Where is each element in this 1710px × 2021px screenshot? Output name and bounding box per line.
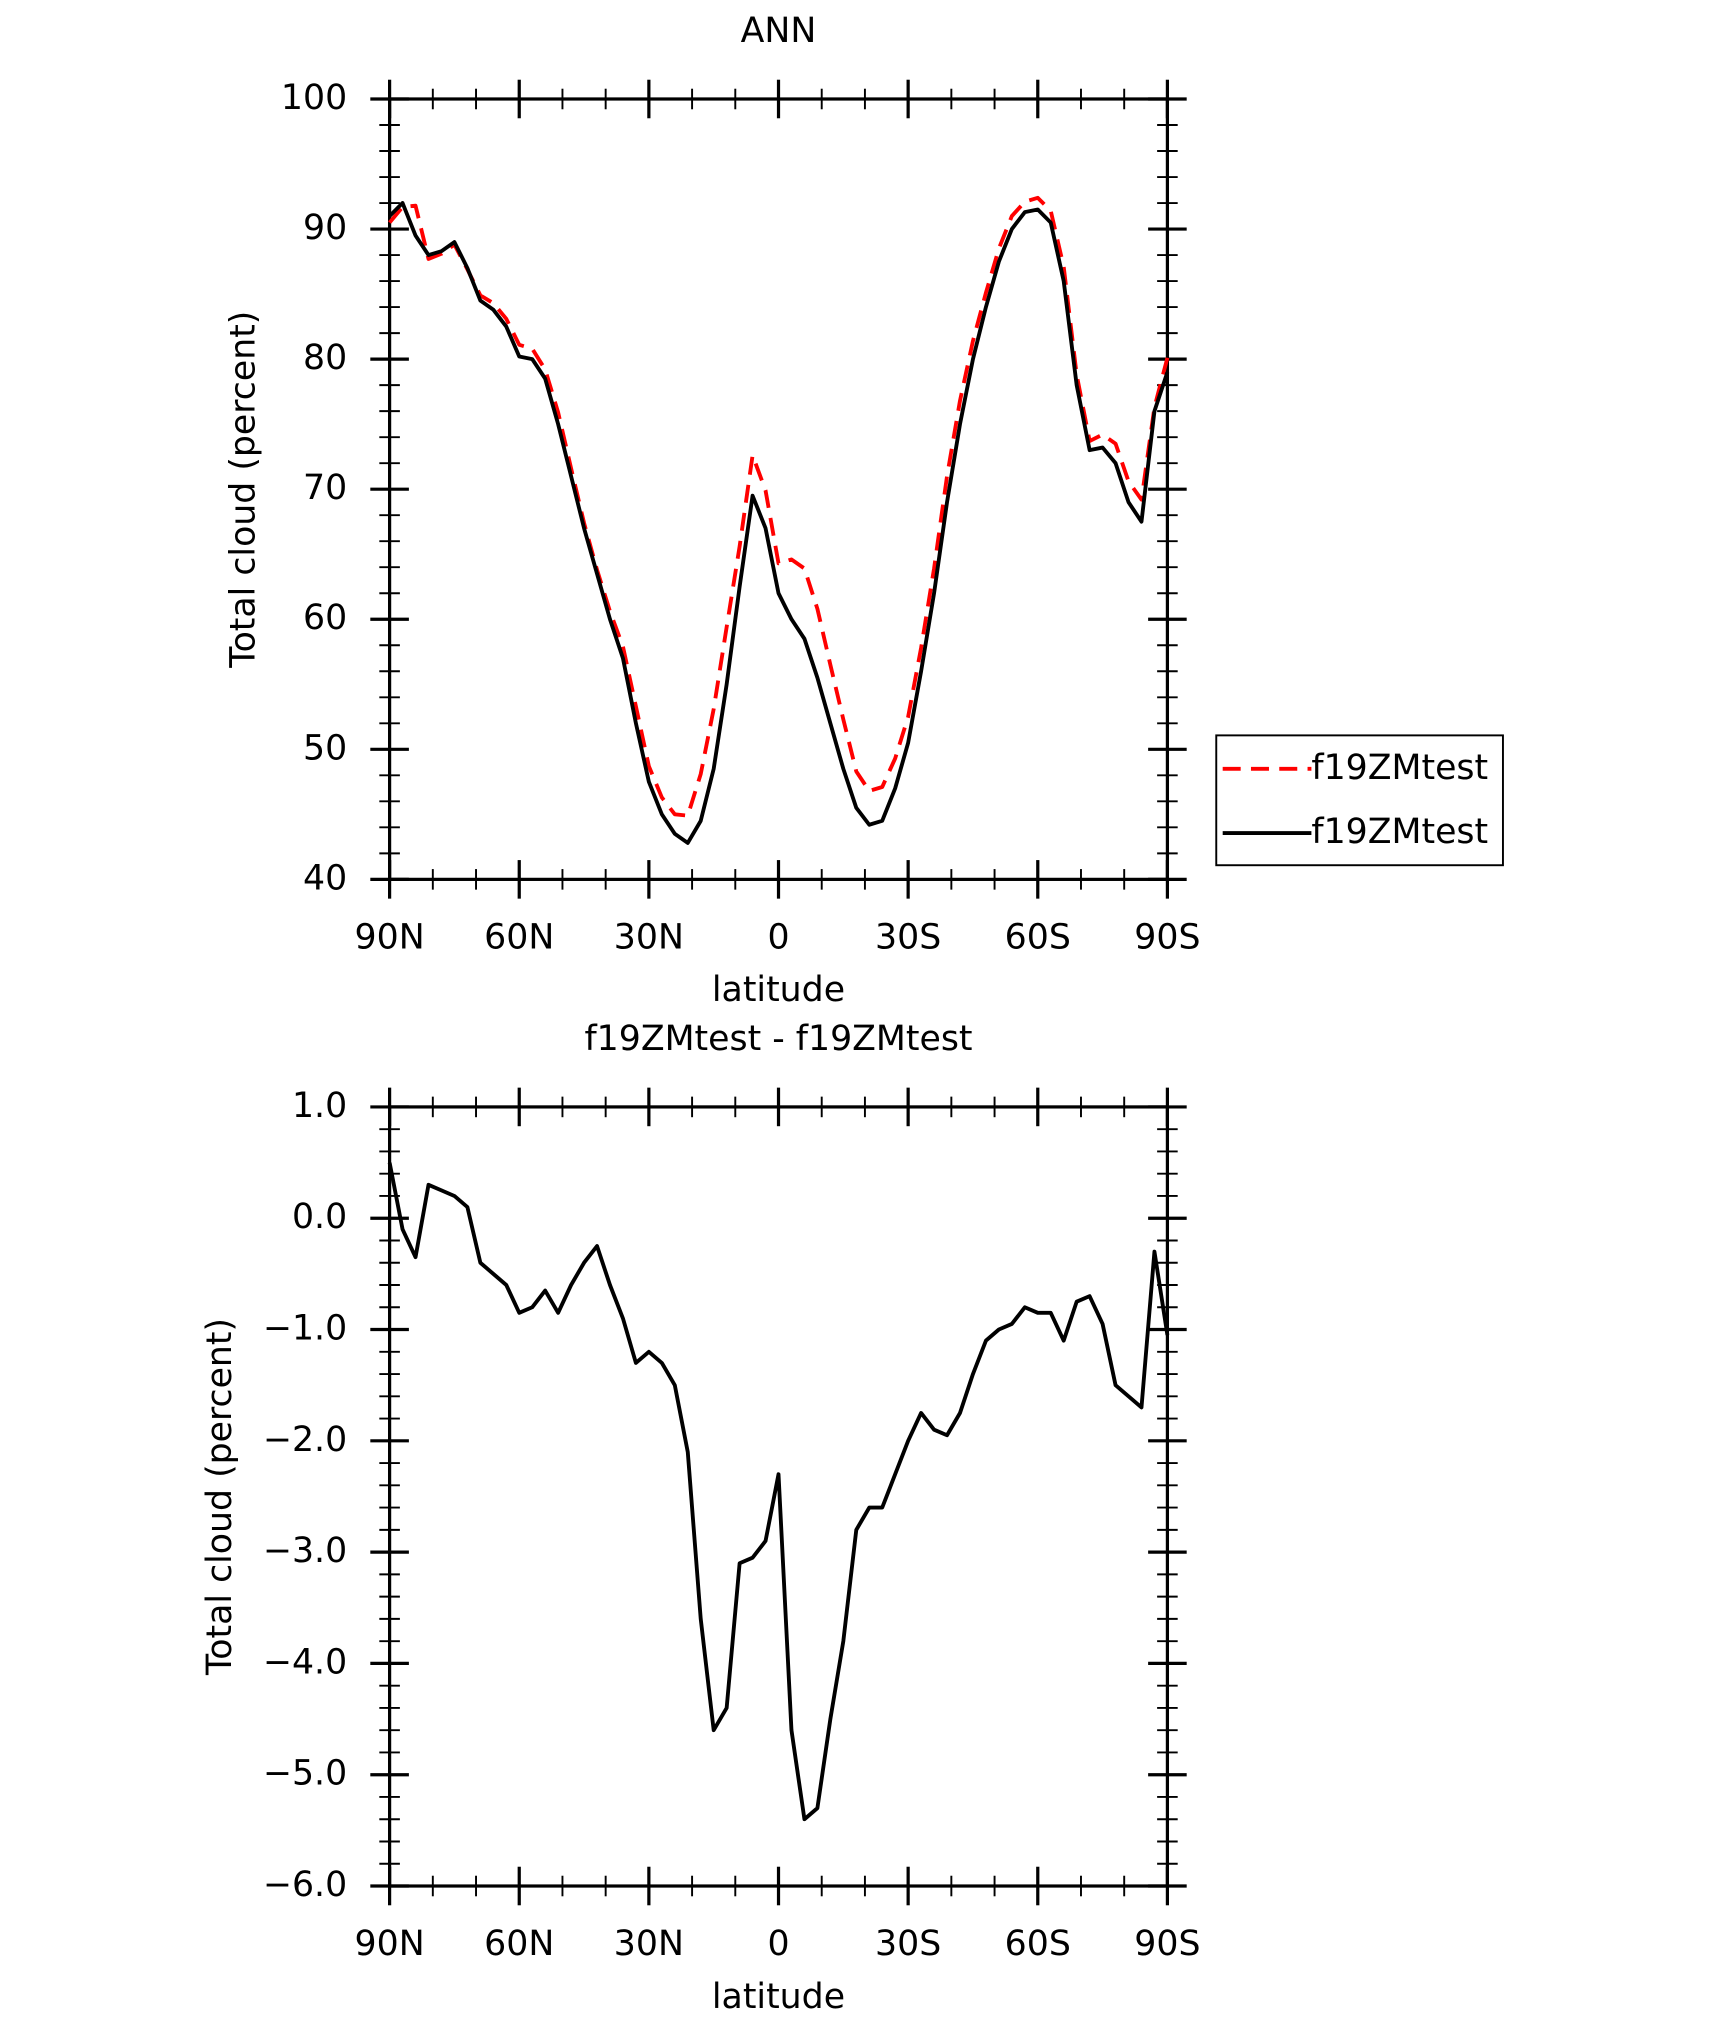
data-line <box>387 1162 1170 1822</box>
x-tick-label: 30S <box>875 918 941 958</box>
x-tick-label: 60S <box>1005 1924 1071 1964</box>
y-tick-label: −2.0 <box>263 1420 347 1460</box>
y-tick-label: 70 <box>303 468 347 508</box>
x-tick-label: 0 <box>767 918 789 958</box>
x-axis-label: latitude <box>712 970 845 1010</box>
y-tick-label: 90 <box>303 208 347 248</box>
legend-box <box>1215 734 1504 867</box>
y-axis-label: Total cloud (percent) <box>200 1318 240 1676</box>
legend-label: f19ZMtest <box>1311 812 1488 852</box>
x-axis-label: latitude <box>712 1977 845 2017</box>
x-tick-label: 60N <box>484 1924 554 1964</box>
data-line <box>388 201 1170 845</box>
x-tick-label: 60N <box>484 918 554 958</box>
x-tick-label: 30S <box>875 1924 941 1964</box>
data-line <box>388 195 1170 818</box>
y-tick-label: −1.0 <box>263 1309 347 1349</box>
y-tick-label: −4.0 <box>263 1642 347 1682</box>
x-tick-label: 30N <box>614 1924 684 1964</box>
y-tick-label: −6.0 <box>263 1865 347 1905</box>
x-tick-label: 90S <box>1134 1924 1200 1964</box>
y-tick-label: 1.0 <box>292 1086 347 1126</box>
y-tick-label: 0.0 <box>292 1197 347 1237</box>
plot-frame <box>387 97 1170 881</box>
y-tick-label: 50 <box>303 728 347 768</box>
y-tick-label: −3.0 <box>263 1531 347 1571</box>
chart-title: f19ZMtest - f19ZMtest <box>584 1019 972 1059</box>
y-tick-label: 100 <box>281 78 347 118</box>
x-tick-label: 30N <box>614 918 684 958</box>
x-tick-label: 60S <box>1005 918 1071 958</box>
legend-label: f19ZMtest <box>1311 748 1488 788</box>
y-tick-label: 60 <box>303 598 347 638</box>
y-tick-label: 40 <box>303 858 347 898</box>
y-tick-label: −5.0 <box>263 1754 347 1794</box>
x-tick-label: 90N <box>355 918 425 958</box>
x-tick-label: 0 <box>767 1924 789 1964</box>
x-tick-label: 90S <box>1134 918 1200 958</box>
y-tick-label: 80 <box>303 338 347 378</box>
x-tick-label: 90N <box>355 1924 425 1964</box>
y-axis-label: Total cloud (percent) <box>223 311 263 669</box>
plot-frame <box>387 1105 1170 1888</box>
chart-title: ANN <box>741 11 817 51</box>
